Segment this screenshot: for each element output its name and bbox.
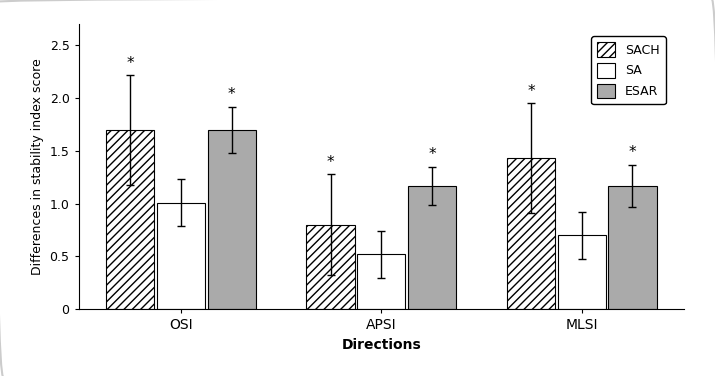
Text: *: * [327, 155, 335, 170]
Legend: SACH, SA, ESAR: SACH, SA, ESAR [591, 36, 666, 105]
Bar [558, 235, 606, 309]
Text: *: * [628, 146, 636, 161]
Text: *: * [228, 87, 235, 102]
Bar [307, 225, 355, 309]
Text: *: * [127, 56, 134, 71]
Bar [157, 203, 205, 309]
Bar [408, 186, 456, 309]
Bar [507, 158, 555, 309]
X-axis label: Directions: Directions [342, 338, 421, 352]
Text: *: * [428, 147, 436, 162]
Bar [207, 130, 256, 309]
Y-axis label: Differences in stability index score: Differences in stability index score [31, 58, 44, 275]
Bar [608, 186, 656, 309]
Bar [358, 254, 405, 309]
Bar [106, 130, 154, 309]
Text: *: * [527, 84, 535, 99]
